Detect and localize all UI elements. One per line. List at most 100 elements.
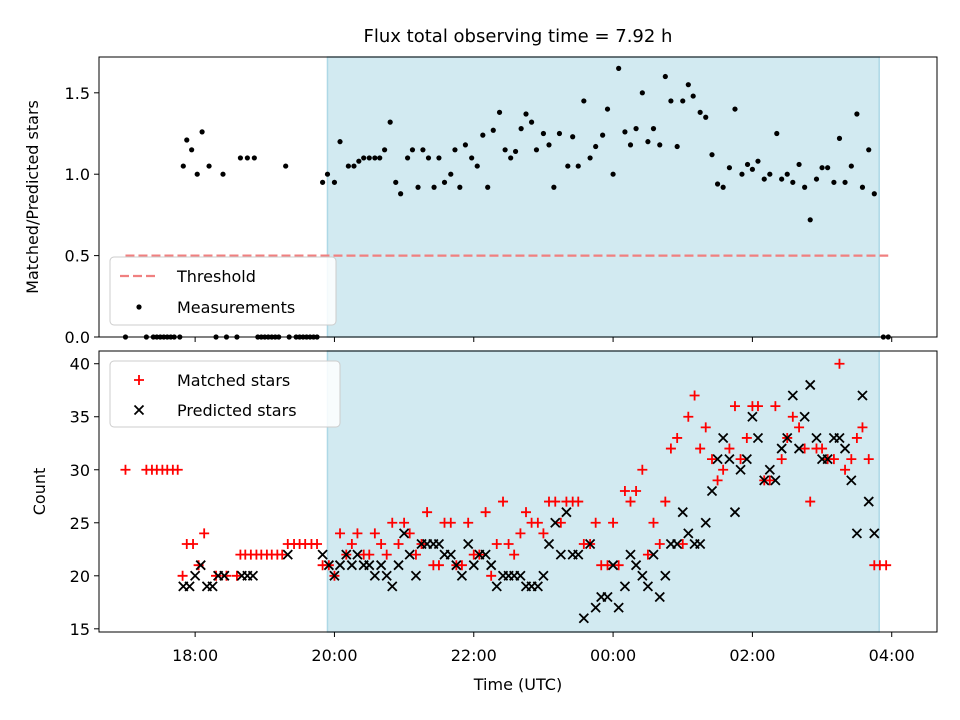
predicted-star-point	[637, 570, 648, 581]
measurement-point	[366, 155, 372, 161]
matched-star-point	[346, 538, 357, 549]
matched-star-point	[422, 507, 433, 518]
measurement-point	[415, 184, 421, 190]
measurement-point	[404, 155, 411, 161]
measurement-point	[784, 171, 790, 177]
matched-star-point	[741, 432, 752, 443]
matched-star-point	[677, 538, 688, 549]
measurement-point	[570, 134, 576, 140]
matched-star-point	[828, 454, 839, 465]
measurement-point	[283, 163, 289, 169]
measurement-point	[351, 163, 357, 169]
matched-star-point	[712, 475, 723, 486]
measurement-point	[409, 147, 416, 153]
matched-star-point	[199, 528, 210, 539]
matched-star-point	[619, 485, 630, 496]
predicted-star-point	[799, 411, 810, 422]
legend-measurements-label: Measurements	[177, 298, 295, 317]
predicted-star-point	[613, 602, 624, 613]
legend-matched-label: Matched stars	[177, 371, 290, 390]
matched-star-point	[538, 528, 549, 539]
matched-star-point	[637, 464, 648, 475]
predicted-star-point	[741, 454, 752, 465]
matched-star-point	[707, 454, 718, 465]
matched-star-point	[376, 538, 387, 549]
matched-star-point	[335, 528, 346, 539]
y-tick-label: 30	[70, 461, 90, 480]
y-tick-label: 40	[70, 355, 90, 374]
matched-star-point	[700, 422, 711, 433]
measurement-point	[480, 132, 486, 138]
legend-measurements-swatch	[136, 304, 142, 310]
matched-star-point	[764, 475, 775, 486]
matched-star-point	[480, 507, 491, 518]
measurement-point	[581, 98, 587, 104]
measurement-point	[382, 147, 388, 153]
matched-star-point	[787, 411, 798, 422]
predicted-star-point	[625, 549, 636, 560]
legend-box	[109, 360, 341, 428]
matched-star-point	[718, 464, 729, 475]
matched-star-point	[752, 401, 763, 412]
matched-star-point	[805, 496, 816, 507]
matched-star-point	[654, 538, 665, 549]
measurement-point	[436, 155, 442, 161]
predicted-star-point	[550, 517, 561, 528]
matched-star-point	[521, 507, 532, 518]
measurement-point	[420, 147, 426, 153]
predicted-star-point	[195, 560, 206, 571]
predicted-star-point	[491, 581, 502, 592]
predicted-star-point	[364, 560, 375, 571]
matched-star-point	[799, 443, 810, 454]
predicted-star-point	[486, 560, 497, 571]
predicted-star-point	[654, 591, 665, 603]
y-tick-label: 0.0	[65, 328, 90, 347]
measurement-point	[199, 129, 205, 135]
predicted-star-point	[822, 454, 833, 465]
predicted-star-point	[700, 517, 711, 528]
measurement-point	[802, 184, 808, 190]
measurement-point	[523, 111, 529, 117]
predicted-star-point	[410, 570, 422, 581]
predicted-star-point	[219, 570, 230, 581]
predicted-star-point	[393, 560, 404, 571]
measurement-point	[657, 142, 663, 148]
matched-star-point	[399, 517, 410, 528]
matched-star-point	[404, 528, 415, 539]
matched-star-point	[364, 549, 375, 560]
measurement-point	[448, 171, 454, 177]
measurement-point	[565, 163, 571, 169]
predicted-star-point	[184, 581, 195, 592]
matched-star-point	[433, 560, 444, 571]
predicted-star-point	[381, 570, 392, 581]
ratio-panel: 0.0 0.5 1.0 1.5 Matched/Predicted stars Thres…	[23, 56, 938, 347]
matched-star-point	[555, 517, 566, 528]
matched-star-point	[683, 411, 694, 422]
measurement-point	[739, 171, 745, 177]
matched-star-point	[463, 517, 474, 528]
matched-star-point	[846, 454, 857, 465]
measurement-point	[604, 106, 611, 112]
matched-star-point	[794, 422, 805, 433]
matched-star-point	[840, 464, 851, 475]
measurement-point	[866, 147, 872, 153]
series-predicted-stars	[178, 379, 880, 624]
observing-window-shade	[326, 56, 880, 338]
matched-star-point	[498, 496, 509, 507]
predicted-star-point	[630, 560, 642, 571]
measurement-point	[485, 184, 491, 190]
predicted-star-point	[712, 454, 723, 465]
measurement-point	[540, 130, 547, 137]
x-axis-label: Time (UTC)	[473, 675, 562, 694]
matched-star-point	[863, 454, 874, 465]
predicted-star-point	[846, 475, 857, 486]
predicted-star-point	[718, 432, 729, 444]
predicted-star-point	[329, 570, 340, 581]
measurement-point	[361, 155, 367, 161]
measurement-point	[790, 179, 796, 185]
legend-predicted-label: Predicted stars	[177, 401, 297, 420]
legend-matched-swatch	[134, 375, 144, 385]
y-axis-label: Matched/Predicted stars	[23, 100, 42, 294]
matched-star-point	[120, 464, 131, 475]
